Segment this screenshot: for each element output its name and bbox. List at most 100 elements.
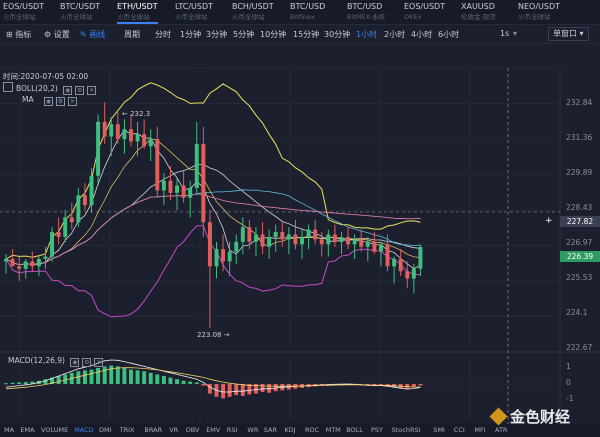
symbol-tab-7[interactable]: EOS/USDT OKEx	[404, 2, 446, 21]
candle-body	[168, 180, 173, 193]
indicator-tab-ma[interactable]: MA	[4, 426, 15, 434]
tf-2[interactable]: 3分钟	[206, 30, 228, 39]
candle-body	[221, 249, 226, 262]
symbol-tab-0[interactable]: EOS/USDT 火币全球站	[3, 2, 45, 21]
candle-body	[115, 124, 120, 139]
indicator-tab-macd[interactable]: MACD	[74, 426, 94, 434]
macd-hist-bar	[247, 384, 252, 395]
window-select[interactable]: 单窗口 ▾	[548, 27, 589, 41]
candle-body	[142, 134, 147, 147]
window-select-label: 单窗口	[553, 29, 577, 38]
tf-0[interactable]: 分时	[155, 30, 171, 39]
close-icon[interactable]: ✕	[68, 97, 77, 106]
candle-body	[253, 234, 258, 242]
tf-8[interactable]: 2小时	[384, 30, 406, 39]
macd-hist-bar	[418, 384, 423, 386]
legend-swatch	[3, 82, 13, 92]
candle-body	[405, 271, 410, 279]
symbol-tab-5[interactable]: BTC/USD Bitfinex	[290, 2, 326, 21]
candle-body	[76, 195, 81, 223]
period-label: 周期	[124, 30, 140, 39]
macd-label: MACD(12,26,9)	[8, 356, 65, 365]
symbol-tab-8[interactable]: XAUUSD 伦敦金-现货	[461, 2, 496, 21]
eye-icon[interactable]: ◉	[44, 97, 53, 106]
settings-button[interactable]: ⚙ 设置	[44, 29, 70, 40]
candle-body	[201, 143, 206, 223]
ma5-line	[5, 129, 421, 270]
indicator-tab-roc[interactable]: ROC	[305, 426, 320, 434]
tf-7[interactable]: 1小时	[356, 30, 378, 39]
eye-icon[interactable]: ◉	[70, 358, 80, 367]
indicator-tab-ema[interactable]: EMA	[20, 426, 35, 434]
candle-body	[23, 261, 28, 269]
macd-hist-bar	[82, 370, 87, 384]
gear-icon[interactable]: ⚙	[75, 86, 85, 95]
candle-body	[267, 236, 272, 247]
indicator-tab-brar[interactable]: BRAR	[144, 426, 163, 434]
price-tick: 224.1	[566, 308, 588, 317]
indicator-tab-stochrsi[interactable]: StochRSI	[391, 426, 421, 434]
indicator-tab-boll[interactable]: BOLL	[346, 426, 363, 434]
symbol-tab-9[interactable]: NEO/USDT 火币全球站	[518, 2, 561, 21]
macd-plot	[0, 359, 560, 399]
indicator-tab-rsi[interactable]: RSI	[226, 426, 238, 434]
indicator-tab-cci[interactable]: CCI	[453, 426, 465, 434]
indicator-tab-obv[interactable]: OBV	[185, 426, 200, 434]
indicator-tab-atr[interactable]: ATR	[495, 426, 508, 434]
candle-body	[247, 227, 252, 242]
symbol-tab-6[interactable]: BTC/USD BitMEX-永续	[347, 2, 386, 21]
indicator-tab-volume[interactable]: VOLUME	[41, 426, 69, 434]
indicator-tab-kdj[interactable]: KDJ	[284, 426, 296, 434]
speed-button[interactable]: 1s	[500, 29, 510, 38]
indicator-tab-vr[interactable]: VR	[169, 426, 179, 434]
macd-hist-bar	[240, 384, 245, 396]
symbol-tab-2[interactable]: ETH/USDT 火币全球站	[117, 2, 158, 24]
tf-10[interactable]: 6小时	[438, 30, 460, 39]
candle-body	[339, 236, 344, 242]
candle-body	[63, 217, 68, 237]
indicator-tab-mtm[interactable]: MTM	[325, 426, 341, 434]
boll-lower-line	[5, 225, 421, 318]
macd-tick: 0	[566, 378, 571, 387]
tf-3[interactable]: 5分钟	[233, 30, 255, 39]
indicator-tab-wr[interactable]: WR	[247, 426, 259, 434]
chevron-down-icon[interactable]: ▾	[513, 29, 518, 38]
indicator-tab-mfi[interactable]: MFI	[474, 426, 486, 434]
draw-button[interactable]: ✎ 画线	[80, 29, 105, 40]
price-tick: 232.84	[566, 98, 593, 107]
macd-hist-bar	[234, 384, 239, 396]
candle-body	[194, 143, 199, 188]
candle-body	[155, 139, 160, 191]
draw-label: 画线	[89, 30, 106, 39]
high-label: 232.3	[130, 110, 151, 118]
tf-4[interactable]: 10分钟	[260, 30, 287, 39]
indicators-button[interactable]: ⊞ 指标	[6, 29, 31, 40]
indicator-tab-trix[interactable]: TRIX	[119, 426, 135, 434]
indicator-tab-psy[interactable]: PSY	[371, 426, 384, 434]
close-icon[interactable]: ✕	[94, 358, 104, 367]
price-tick: 226.97	[566, 238, 593, 247]
symbol-tab-4[interactable]: BCH/USDT 火币全球站	[232, 2, 274, 21]
eye-icon[interactable]: ◉	[63, 86, 73, 95]
tf-5[interactable]: 15分钟	[293, 30, 320, 39]
candle-body	[188, 187, 193, 198]
indicator-tab-sar[interactable]: SAR	[263, 426, 278, 434]
close-icon[interactable]: ✕	[87, 86, 97, 95]
tf-6[interactable]: 30分钟	[324, 30, 351, 39]
symbol-tab-1[interactable]: BTC/USDT 火币全球站	[60, 2, 101, 21]
tf-9[interactable]: 4小时	[411, 30, 433, 39]
candle-body	[56, 232, 61, 237]
indicator-tab-smi[interactable]: SMI	[433, 426, 445, 434]
macd-hist-bar	[411, 384, 416, 388]
indicator-tab-emv[interactable]: EMV	[206, 426, 221, 434]
tf-1[interactable]: 1分钟	[180, 30, 202, 39]
gear-icon[interactable]: ⚙	[56, 97, 65, 106]
settings-label: 设置	[53, 30, 70, 39]
symbol-tab-3[interactable]: LTC/USDT 火币全球站	[175, 2, 214, 21]
price-tick: 229.89	[566, 168, 593, 177]
macd-hist-bar	[181, 380, 186, 384]
add-alert-icon[interactable]: +	[545, 216, 553, 226]
gear-icon[interactable]: ⚙	[82, 358, 92, 367]
indicator-tab-dmi[interactable]: DMI	[99, 426, 112, 434]
